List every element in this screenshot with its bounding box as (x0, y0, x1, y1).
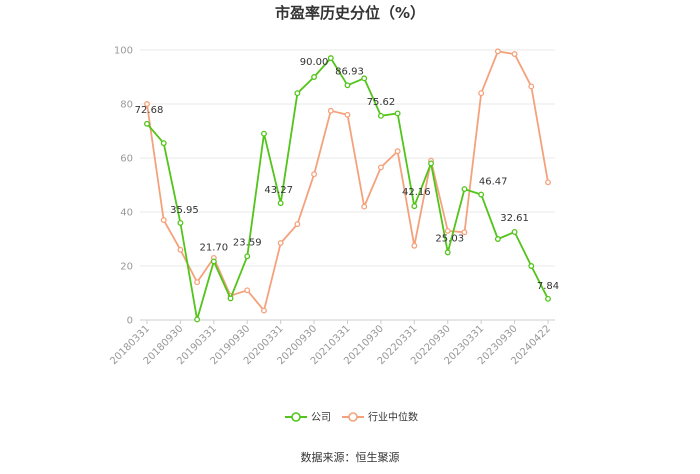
data-point (411, 242, 418, 249)
data-label: 35.95 (170, 205, 199, 216)
y-tick-label: 0 (127, 316, 133, 327)
data-point (294, 221, 301, 228)
legend[interactable]: 公司 行业中位数 (285, 411, 418, 424)
data-point (244, 287, 251, 294)
data-point (428, 160, 434, 167)
legend-swatch-marker (291, 412, 301, 422)
data-point (194, 316, 201, 323)
data-point (394, 148, 401, 155)
data-label: 42.16 (402, 187, 431, 198)
data-point (194, 279, 201, 286)
data-label: 32.61 (500, 213, 529, 224)
data-label: 7.84 (537, 281, 559, 292)
data-point (160, 217, 167, 224)
data-point (478, 90, 485, 97)
data-label: 23.59 (233, 237, 262, 248)
data-label: 21.70 (200, 242, 229, 253)
data-point (528, 263, 535, 269)
data-point (344, 111, 351, 118)
data-point (394, 110, 401, 117)
legend-swatch-marker (348, 412, 358, 422)
data-point (144, 120, 150, 127)
data-label: 43.27 (264, 185, 293, 196)
data-point (327, 107, 334, 114)
series-layer (144, 48, 551, 323)
data-point (227, 295, 234, 302)
data-point (361, 75, 368, 82)
data-point (277, 200, 284, 207)
data-point (311, 171, 318, 178)
data-point (261, 130, 267, 137)
data-labels: 72.68 35.95 21.70 23.59 43.27 90.00 86.93 75.62… (135, 57, 559, 292)
data-point (511, 51, 518, 57)
data-point (160, 140, 167, 147)
data-point (210, 258, 217, 265)
data-point (528, 83, 535, 90)
data-label: 75.62 (367, 97, 396, 108)
data-point (294, 90, 301, 97)
data-label: 25.03 (435, 233, 464, 244)
data-point (494, 236, 501, 242)
data-label: 86.93 (335, 66, 364, 77)
data-point (244, 253, 251, 260)
source-note: 数据来源：恒生聚源 (301, 450, 400, 464)
y-tick-label: 100 (114, 46, 133, 57)
legend-item[interactable]: 公司 (285, 412, 331, 424)
data-point (177, 219, 184, 226)
data-point (377, 164, 384, 171)
data-point (494, 48, 501, 55)
data-label: 90.00 (300, 57, 329, 68)
data-point (327, 55, 334, 62)
y-axis: 0 20 40 60 80 100 (114, 46, 133, 327)
data-point (177, 246, 184, 253)
legend-label: 公司 (311, 413, 331, 424)
data-point (277, 240, 284, 246)
data-point (261, 307, 267, 314)
data-point (461, 229, 468, 236)
y-tick-label: 60 (120, 154, 133, 165)
legend-item[interactable]: 行业中位数 (342, 411, 418, 424)
data-point (545, 179, 551, 186)
data-point (444, 227, 451, 234)
data-point (444, 249, 451, 256)
data-point (361, 203, 368, 210)
data-label: 46.47 (479, 177, 508, 188)
series-line (146, 56, 549, 320)
data-label: 72.68 (135, 105, 164, 116)
data-point (144, 101, 150, 107)
y-tick-label: 40 (120, 208, 133, 219)
data-point (478, 191, 485, 198)
y-tick-label: 20 (120, 262, 133, 273)
legend-label: 行业中位数 (368, 411, 418, 424)
data-point (311, 74, 318, 80)
data-point (511, 229, 518, 235)
data-point (377, 112, 384, 119)
y-tick-label: 80 (120, 100, 133, 111)
data-point (461, 186, 468, 192)
x-axis: 2018033120180930201903312019093020200331… (108, 320, 553, 367)
data-point (411, 203, 418, 210)
data-point (545, 295, 551, 302)
chart-title: 市盈率历史分位（%） (275, 4, 425, 22)
data-point (344, 82, 351, 89)
